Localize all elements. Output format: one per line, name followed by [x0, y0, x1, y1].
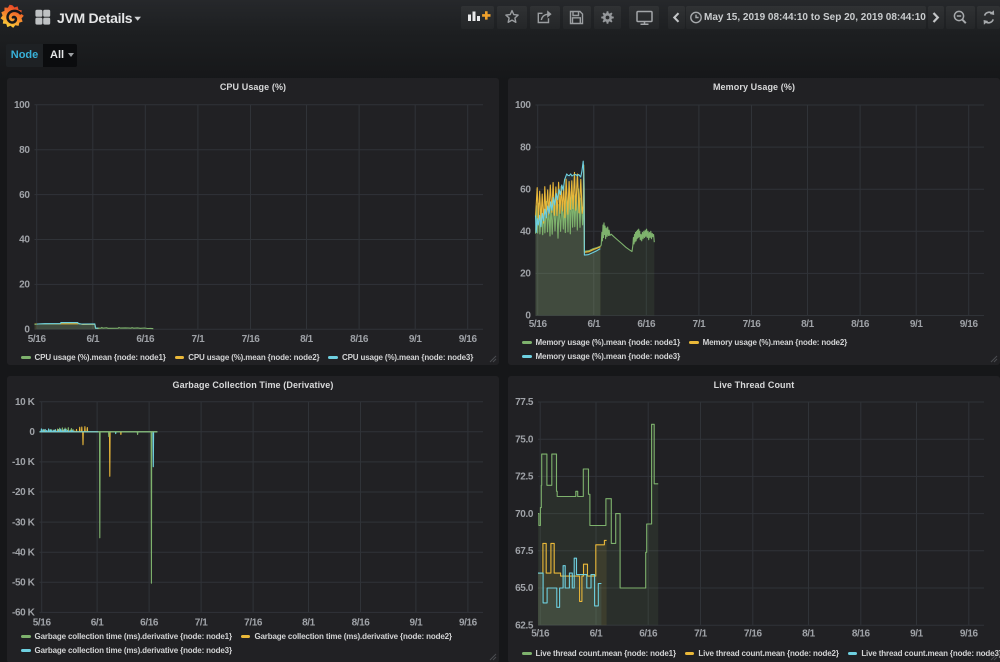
svg-text:9/1: 9/1 — [910, 319, 924, 330]
svg-text:40: 40 — [19, 235, 30, 246]
svg-text:62.5: 62.5 — [515, 620, 534, 631]
svg-text:80: 80 — [520, 142, 531, 153]
svg-text:-50 K: -50 K — [12, 578, 36, 589]
svg-text:-60 K: -60 K — [12, 608, 36, 619]
svg-text:7/16: 7/16 — [244, 618, 263, 629]
svg-text:8/16: 8/16 — [851, 319, 870, 330]
svg-text:6/1: 6/1 — [587, 319, 601, 330]
svg-text:9/1: 9/1 — [910, 629, 924, 640]
svg-text:20: 20 — [520, 269, 531, 280]
svg-text:40: 40 — [520, 227, 531, 238]
svg-text:7/1: 7/1 — [195, 618, 209, 629]
svg-text:6/16: 6/16 — [639, 629, 658, 640]
svg-text:75.0: 75.0 — [515, 434, 534, 445]
svg-text:7/1: 7/1 — [693, 319, 707, 330]
svg-text:8/1: 8/1 — [801, 319, 815, 330]
svg-text:70.0: 70.0 — [515, 509, 534, 520]
svg-text:7/1: 7/1 — [192, 334, 206, 345]
svg-text:-10 K: -10 K — [12, 457, 36, 468]
svg-text:6/16: 6/16 — [140, 618, 159, 629]
svg-text:7/16: 7/16 — [743, 319, 762, 330]
svg-text:65.0: 65.0 — [515, 583, 534, 594]
svg-text:20: 20 — [19, 280, 30, 291]
svg-text:9/1: 9/1 — [410, 618, 424, 629]
svg-text:6/1: 6/1 — [91, 618, 105, 629]
svg-text:5/16: 5/16 — [531, 629, 550, 640]
svg-text:77.5: 77.5 — [515, 397, 534, 408]
svg-text:9/16: 9/16 — [459, 618, 478, 629]
svg-text:9/16: 9/16 — [459, 334, 478, 345]
svg-text:60: 60 — [520, 184, 531, 195]
svg-text:6/16: 6/16 — [637, 319, 656, 330]
svg-text:-30 K: -30 K — [12, 517, 36, 528]
svg-text:5/16: 5/16 — [529, 319, 548, 330]
svg-text:6/16: 6/16 — [136, 334, 155, 345]
svg-text:5/16: 5/16 — [28, 334, 47, 345]
svg-text:8/1: 8/1 — [302, 618, 316, 629]
svg-text:0: 0 — [525, 311, 531, 322]
svg-text:9/16: 9/16 — [960, 319, 979, 330]
svg-text:5/16: 5/16 — [33, 618, 52, 629]
svg-text:0: 0 — [24, 325, 30, 336]
svg-text:100: 100 — [515, 100, 531, 111]
svg-text:60: 60 — [19, 190, 30, 201]
svg-text:7/16: 7/16 — [744, 629, 763, 640]
svg-text:0: 0 — [29, 427, 35, 438]
svg-text:80: 80 — [19, 145, 30, 156]
svg-text:9/1: 9/1 — [409, 334, 423, 345]
svg-text:9/16: 9/16 — [960, 629, 979, 640]
svg-text:72.5: 72.5 — [515, 472, 534, 483]
svg-text:7/1: 7/1 — [694, 629, 708, 640]
svg-text:67.5: 67.5 — [515, 546, 534, 557]
svg-text:8/16: 8/16 — [350, 334, 369, 345]
svg-text:7/16: 7/16 — [242, 334, 261, 345]
svg-text:6/1: 6/1 — [86, 334, 100, 345]
svg-text:8/1: 8/1 — [802, 629, 816, 640]
svg-text:10 K: 10 K — [15, 397, 36, 408]
svg-text:6/1: 6/1 — [590, 629, 604, 640]
svg-text:-40 K: -40 K — [12, 547, 36, 558]
svg-text:100: 100 — [14, 100, 30, 111]
svg-text:-20 K: -20 K — [12, 487, 36, 498]
svg-text:8/16: 8/16 — [352, 618, 371, 629]
svg-text:8/1: 8/1 — [300, 334, 314, 345]
svg-text:8/16: 8/16 — [852, 629, 871, 640]
